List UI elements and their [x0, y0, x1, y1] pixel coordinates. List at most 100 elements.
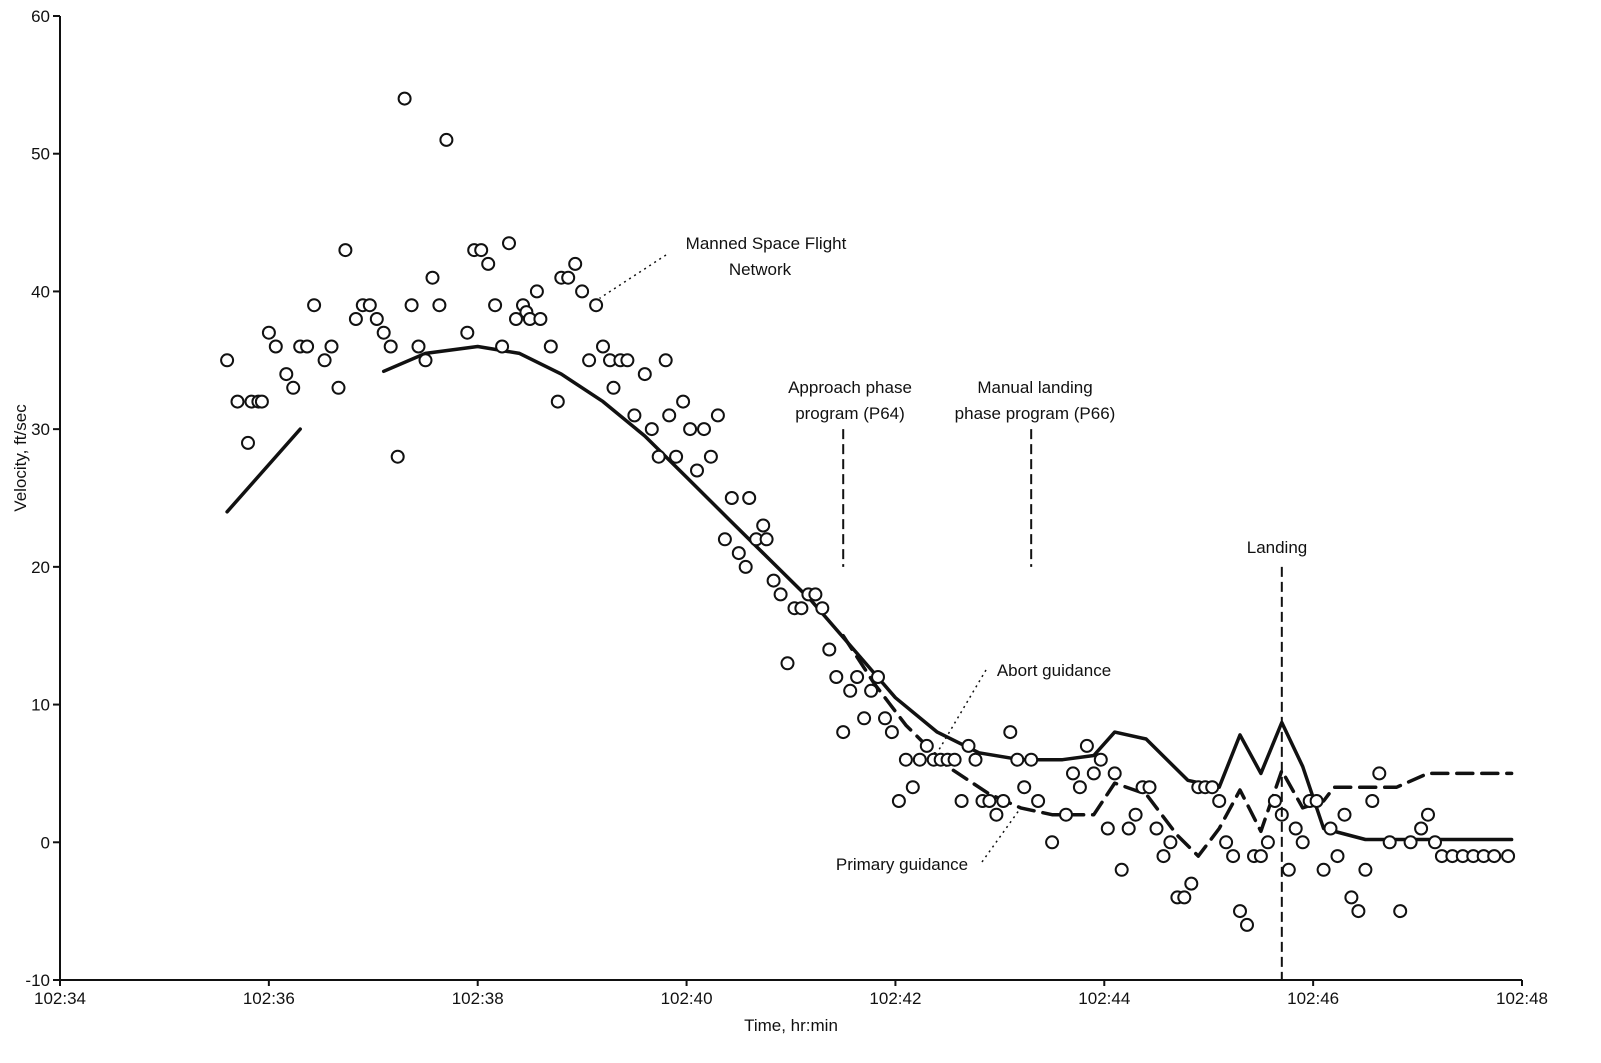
msfn-data-point	[575, 284, 590, 299]
msfn-data-point	[1358, 862, 1373, 877]
msfn-data-point	[1501, 849, 1516, 864]
msfn-data-point	[829, 670, 844, 684]
msfn-data-point	[1184, 876, 1199, 891]
msfn-data-point	[794, 601, 809, 616]
msfn-data-point	[996, 794, 1011, 808]
msfn-data-point	[850, 670, 865, 684]
annotation-label: Primary guidance	[836, 855, 968, 874]
msfn-data-point	[568, 256, 583, 271]
msfn-data-point	[1149, 821, 1164, 836]
msfn-data-point	[780, 656, 795, 671]
msfn-data-point	[1079, 738, 1094, 753]
msfn-data-point	[697, 422, 711, 437]
msfn-data-point	[1323, 821, 1338, 836]
msfn-data-point	[683, 422, 698, 437]
msfn-data-point	[742, 491, 757, 505]
msfn-data-point	[1421, 807, 1435, 822]
msfn-data-point	[1393, 904, 1408, 919]
annotation-label: Manned Space Flight	[686, 234, 847, 253]
msfn-data-point	[338, 243, 353, 258]
msfn-data-point	[658, 353, 673, 368]
msfn-data-point	[1288, 821, 1303, 836]
msfn-data-point	[411, 339, 426, 354]
msfn-data-point	[898, 752, 913, 767]
msfn-data-point	[397, 91, 412, 106]
x-tick-label: 102:44	[1078, 989, 1130, 1008]
msfn-data-point	[432, 298, 447, 313]
msfn-data-point	[662, 408, 677, 423]
msfn-data-point	[1017, 780, 1032, 795]
msfn-data-point	[1403, 835, 1418, 850]
msfn-data-point	[474, 243, 489, 258]
msfn-data-point	[1072, 780, 1087, 795]
msfn-data-point	[1365, 794, 1380, 808]
msfn-data-point	[1059, 807, 1073, 822]
y-tick-label: 10	[31, 696, 50, 715]
x-tick-label: 102:36	[243, 989, 295, 1008]
primary-guidance-line	[841, 633, 1514, 858]
msfn-data-point	[1372, 766, 1387, 781]
msfn-data-point	[1330, 849, 1345, 864]
msfn-data-point	[606, 380, 621, 395]
msfn-data-point	[1382, 835, 1397, 850]
msfn-data-point	[1003, 725, 1018, 740]
y-axis-title: Velocity, ft/sec	[11, 404, 30, 512]
msfn-data-point	[1337, 807, 1352, 822]
msfn-data-point	[561, 270, 576, 285]
msfn-data-point	[529, 284, 544, 299]
msfn-data-point	[1233, 904, 1247, 919]
msfn-data-point	[279, 367, 294, 382]
msfn-data-point	[324, 339, 339, 354]
msfn-data-point	[710, 408, 725, 423]
msfn-data-point	[912, 752, 927, 767]
msfn-data-point	[390, 449, 405, 464]
msfn-data-point	[550, 394, 565, 409]
msfn-data-point	[1295, 835, 1310, 850]
msfn-data-point	[582, 353, 597, 368]
msfn-data-point	[1114, 862, 1129, 877]
msfn-data-point	[376, 325, 391, 340]
msfn-data-point	[1240, 917, 1254, 932]
msfn-data-point	[620, 353, 635, 368]
msfn-data-point	[348, 312, 363, 326]
msfn-data-point	[1093, 752, 1108, 767]
event-marker-label: Manual landing	[977, 378, 1092, 397]
msfn-data-point	[241, 435, 255, 450]
msfn-data-point	[268, 339, 283, 354]
msfn-data-point	[738, 559, 753, 574]
msfn-data-point	[1260, 835, 1275, 850]
x-tick-label: 102:34	[34, 989, 86, 1008]
msfn-data-point	[495, 339, 510, 354]
msfn-data-point	[1086, 766, 1101, 781]
msfn-data-point	[404, 298, 419, 313]
msfn-data-point	[822, 642, 837, 657]
msfn-data-point	[1253, 849, 1268, 864]
msfn-data-point	[884, 725, 899, 740]
msfn-data-point	[637, 367, 652, 382]
msfn-data-point	[756, 518, 771, 533]
msfn-data-point	[509, 312, 523, 326]
plot-layer: -10 0 10 20 30 40 50 60 102:34 102:36 102:38 102:40…	[11, 7, 1548, 1035]
msfn-data-point	[669, 449, 684, 464]
msfn-data-point	[439, 132, 454, 147]
msfn-data-point	[1045, 835, 1060, 850]
msfn-data-point	[815, 601, 830, 616]
x-tick-label: 102:48	[1496, 989, 1548, 1008]
msfn-data-point	[961, 738, 976, 753]
msfn-data-point	[919, 738, 934, 753]
annotation-leader	[936, 669, 987, 754]
msfn-data-point	[1281, 862, 1296, 877]
msfn-data-point	[533, 312, 548, 326]
msfn-data-point	[759, 532, 774, 547]
msfn-data-point	[1351, 904, 1366, 919]
x-axis-title: Time, hr:min	[744, 1016, 838, 1035]
msfn-data-point	[724, 491, 739, 505]
msfn-data-point	[1226, 849, 1241, 864]
msfn-data-point	[644, 422, 659, 437]
msfn-data-point	[954, 794, 969, 808]
msfn-data-point	[286, 380, 301, 395]
msfn-data-point	[1219, 835, 1234, 850]
msfn-data-point	[1163, 835, 1178, 850]
annotation-label: Abort guidance	[997, 661, 1111, 680]
